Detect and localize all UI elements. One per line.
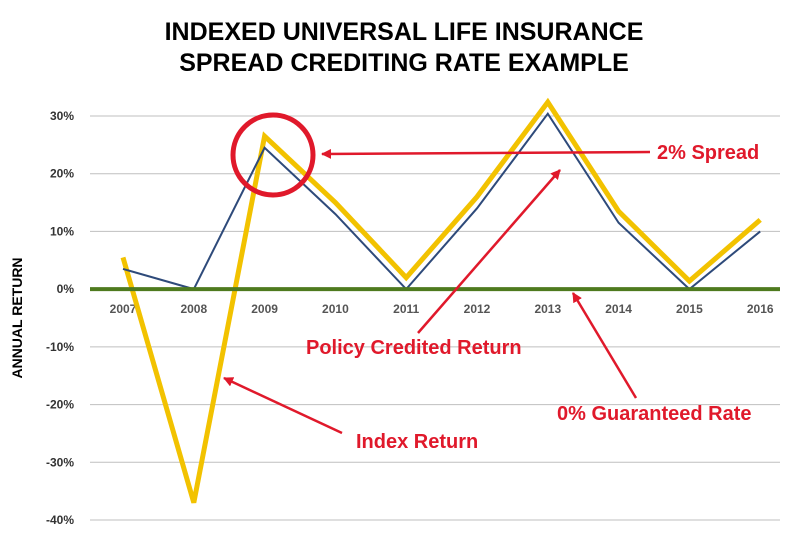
- annotation-arrows: [223, 148, 651, 435]
- y-tick-label: -30%: [46, 455, 74, 469]
- y-tick-label: 20%: [50, 167, 74, 181]
- gridlines: [90, 115, 780, 521]
- series-lines: [90, 97, 780, 504]
- annotation-guaranteed-rate: 0% Guaranteed Rate: [557, 403, 752, 425]
- x-tick-label: 2009: [251, 302, 278, 316]
- guaranteed-rate-arrow: [571, 292, 638, 399]
- y-axis-label: ANNUAL RETURN: [9, 257, 25, 378]
- chart-title-line-1: INDEXED UNIVERSAL LIFE INSURANCE: [165, 18, 644, 46]
- series-line-index-return: [122, 111, 761, 291]
- y-tick-label: -20%: [46, 398, 74, 412]
- x-tick-label: 2013: [534, 302, 561, 316]
- x-tick-label: 2016: [747, 302, 774, 316]
- y-tick-label: 30%: [50, 109, 74, 123]
- x-tick-label: 2008: [180, 302, 207, 316]
- x-tick-label: 2012: [464, 302, 491, 316]
- annotation-index-return: Index Return: [356, 431, 478, 453]
- series-line-policy-credited: [120, 97, 762, 504]
- y-tick-label: -10%: [46, 340, 74, 354]
- policy-credited-arrow: [417, 169, 561, 334]
- x-tick-label: 2015: [676, 302, 703, 316]
- x-tick-label: 2010: [322, 302, 349, 316]
- x-tick-label: 2007: [110, 302, 137, 316]
- chart-title-line-2: SPREAD CREDITING RATE EXAMPLE: [179, 49, 629, 77]
- y-tick-label: -40%: [46, 513, 74, 527]
- annotation-2pct-spread: 2% Spread: [657, 142, 759, 164]
- spread-highlight-circle: [230, 112, 316, 198]
- y-tick-label: 0%: [57, 282, 75, 296]
- annotation-policy-credited-return: Policy Credited Return: [306, 337, 522, 359]
- index-return-arrow: [223, 376, 343, 435]
- x-tick-label: 2011: [393, 302, 419, 316]
- y-tick-labels: 30% 20% 10% 0% -10% -20% -30% -40%: [46, 109, 74, 527]
- spread-arrow: [321, 148, 651, 159]
- x-tick-labels: 2007 2008 2009 2010 2011 2012 2013 2014 2015 2016: [110, 302, 774, 316]
- x-tick-label: 2014: [605, 302, 632, 316]
- y-tick-label: 10%: [50, 224, 74, 238]
